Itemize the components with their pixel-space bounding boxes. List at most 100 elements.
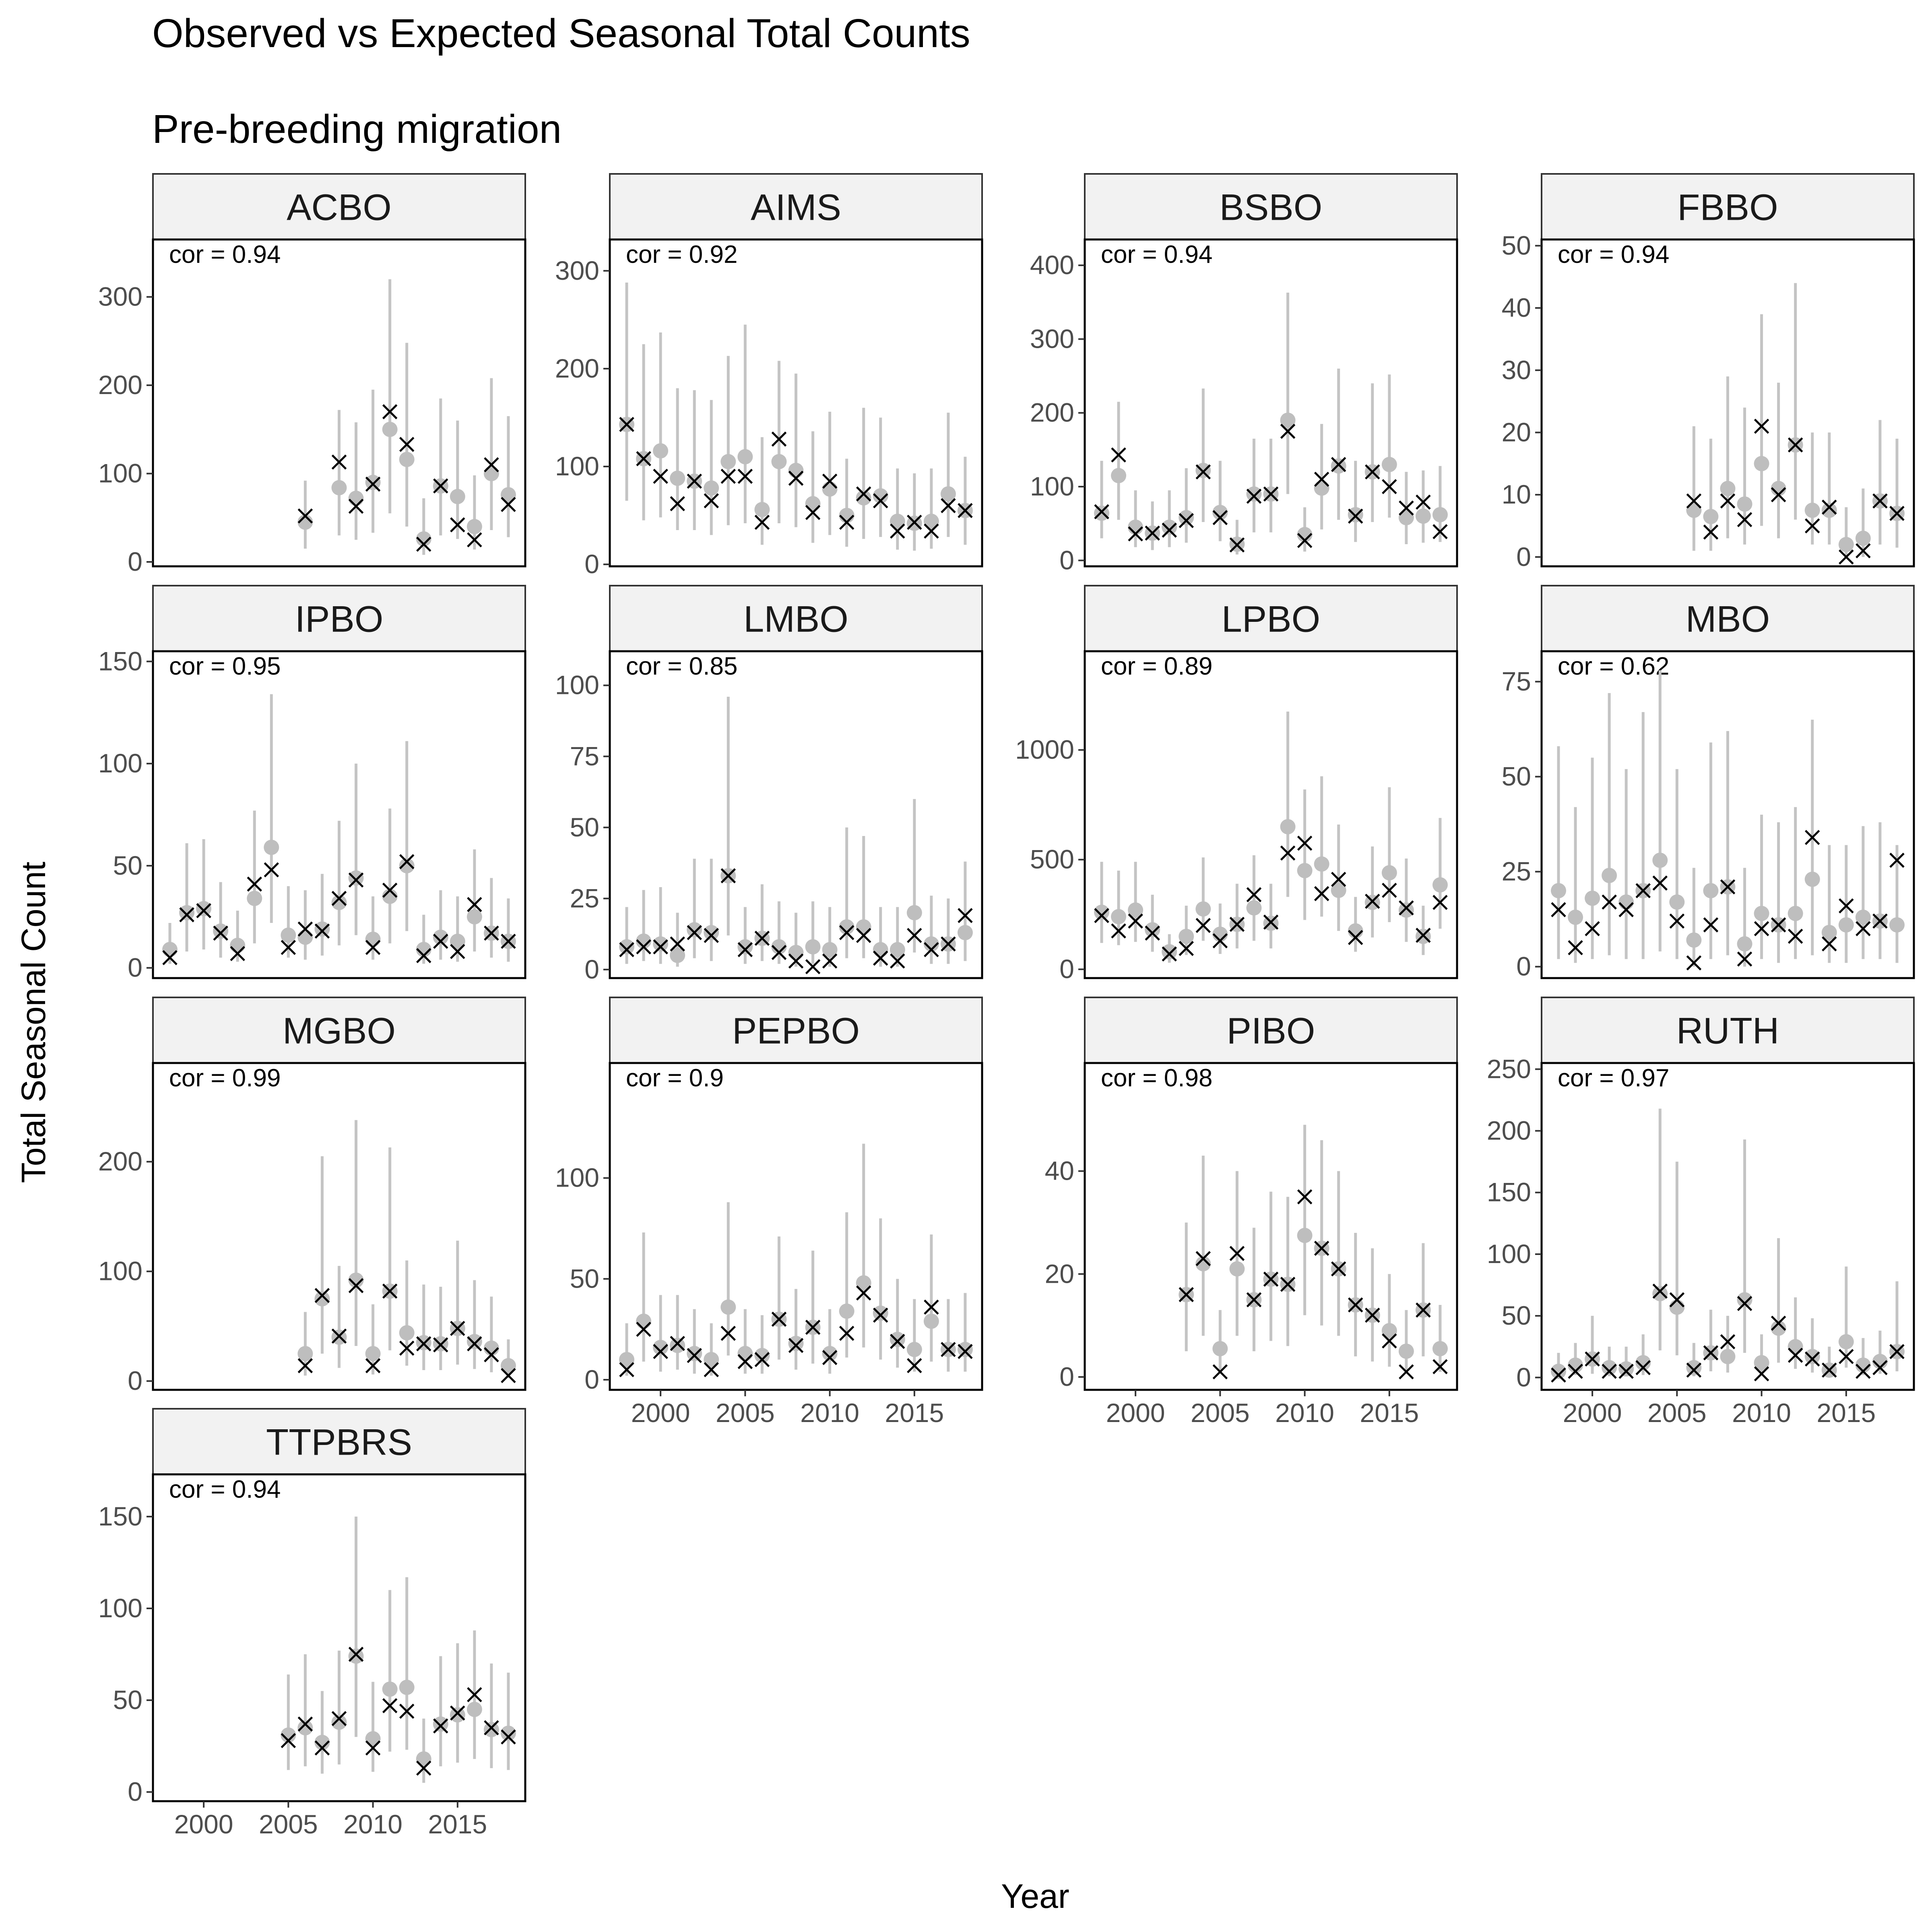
expected-point [636,933,652,949]
panel-ruth: RUTH 0 50 100 150 200 250 2000 2005 2010 2015 cor =… [1487,997,1915,1428]
observed-point [1229,916,1245,932]
expected-point [314,1291,330,1307]
panel-aims: AIMS 0 100 200 300 cor = 0.92 [555,173,983,579]
observed-point [314,1740,330,1756]
observed-point [1263,486,1279,502]
expected-point [788,945,804,960]
expected-point [1195,1256,1211,1271]
y-axis-title: Total Seasonal Count [14,862,52,1183]
expected-point [331,895,347,910]
cor-label-pepbo: cor = 0.9 [626,1064,724,1092]
expected-point [1635,1355,1651,1371]
observed-point [907,514,922,530]
expected-point [281,927,296,943]
observed-point [1720,879,1736,895]
observed-point [771,1311,787,1327]
expected-point [1821,502,1837,518]
observed-point [856,486,871,502]
observed-point [1212,933,1228,949]
expected-point [1652,852,1668,868]
observed-point [907,1358,922,1373]
expected-point [873,942,888,958]
observed-point [636,1321,651,1337]
observed-point [839,925,855,940]
expected-point [1398,902,1414,918]
expected-point [1703,883,1719,898]
expected-point [297,929,313,945]
y-tick-label: 200 [98,370,142,400]
observed-point [1246,489,1262,504]
observed-point [653,1344,668,1359]
x-tick-label: 2000 [174,1809,233,1839]
observed-point [1416,1302,1431,1318]
observed-point [1771,1315,1786,1331]
expected-point [839,919,855,935]
observed-point [1162,522,1177,538]
expected-point [297,514,313,530]
expected-point [399,452,415,467]
observed-point [1568,940,1583,956]
expected-point [653,1340,669,1355]
cor-label-acbo: cor = 0.94 [169,241,281,268]
observed-point [1703,1345,1719,1360]
observed-point [1771,917,1786,933]
expected-point [1703,509,1719,524]
observed-point [636,939,651,955]
observed-point [941,1342,956,1357]
observed-point [1229,1246,1245,1261]
observed-point [924,942,939,958]
expected-point [957,1342,973,1357]
observed-point [619,1362,634,1377]
expected-point [1297,863,1313,878]
strip-label-acbo: ACBO [287,187,392,228]
y-tick-label: 40 [1045,1156,1074,1186]
observed-point [264,862,279,877]
observed-point [399,854,415,869]
observed-point [1229,537,1245,553]
expected-point [1754,1355,1769,1371]
expected-point [737,939,753,955]
observed-point [1365,894,1380,909]
observed-point [450,517,465,533]
strip-background [1084,997,1458,1064]
expected-point [365,1346,381,1362]
observed-point [1856,543,1871,559]
expected-point [1246,900,1262,916]
strip-label-ttpbrs: TTPBRS [266,1422,412,1463]
observed-point [687,925,702,940]
x-tick-label: 2005 [716,1398,775,1428]
cor-label-mbo: cor = 0.62 [1558,652,1669,680]
observed-point [433,933,448,949]
expected-point [754,1348,770,1363]
panel-pepbo: PEPBO 0 50 100 2000 2005 2010 2015 cor = 0.9 [555,997,983,1428]
expected-point [1618,894,1634,910]
observed-point [1399,500,1414,516]
observed-point [873,493,888,508]
observed-point [1331,457,1346,472]
observed-point [1737,1296,1752,1311]
observed-point [365,1358,381,1373]
expected-point [1872,1354,1888,1369]
observed-point [822,473,838,489]
observed-point [1145,925,1160,941]
observed-point [856,1285,871,1301]
observed-point [314,923,330,939]
expected-point [771,939,787,955]
y-tick-label: 200 [1030,398,1074,427]
observed-point [501,1729,516,1745]
y-tick-label: 25 [1502,857,1531,886]
expected-point [348,870,364,886]
expected-point [890,514,905,529]
expected-point [1314,480,1329,496]
observed-point [619,942,634,958]
observed-point [297,921,313,937]
expected-point [788,1335,804,1351]
observed-point [1822,936,1837,952]
observed-point [1602,894,1617,910]
x-tick-label: 2010 [1732,1398,1791,1428]
y-tick-label: 75 [570,741,599,771]
observed-point [771,945,787,960]
expected-point [1568,1357,1583,1373]
expected-point [822,942,838,958]
expected-point [771,454,787,469]
